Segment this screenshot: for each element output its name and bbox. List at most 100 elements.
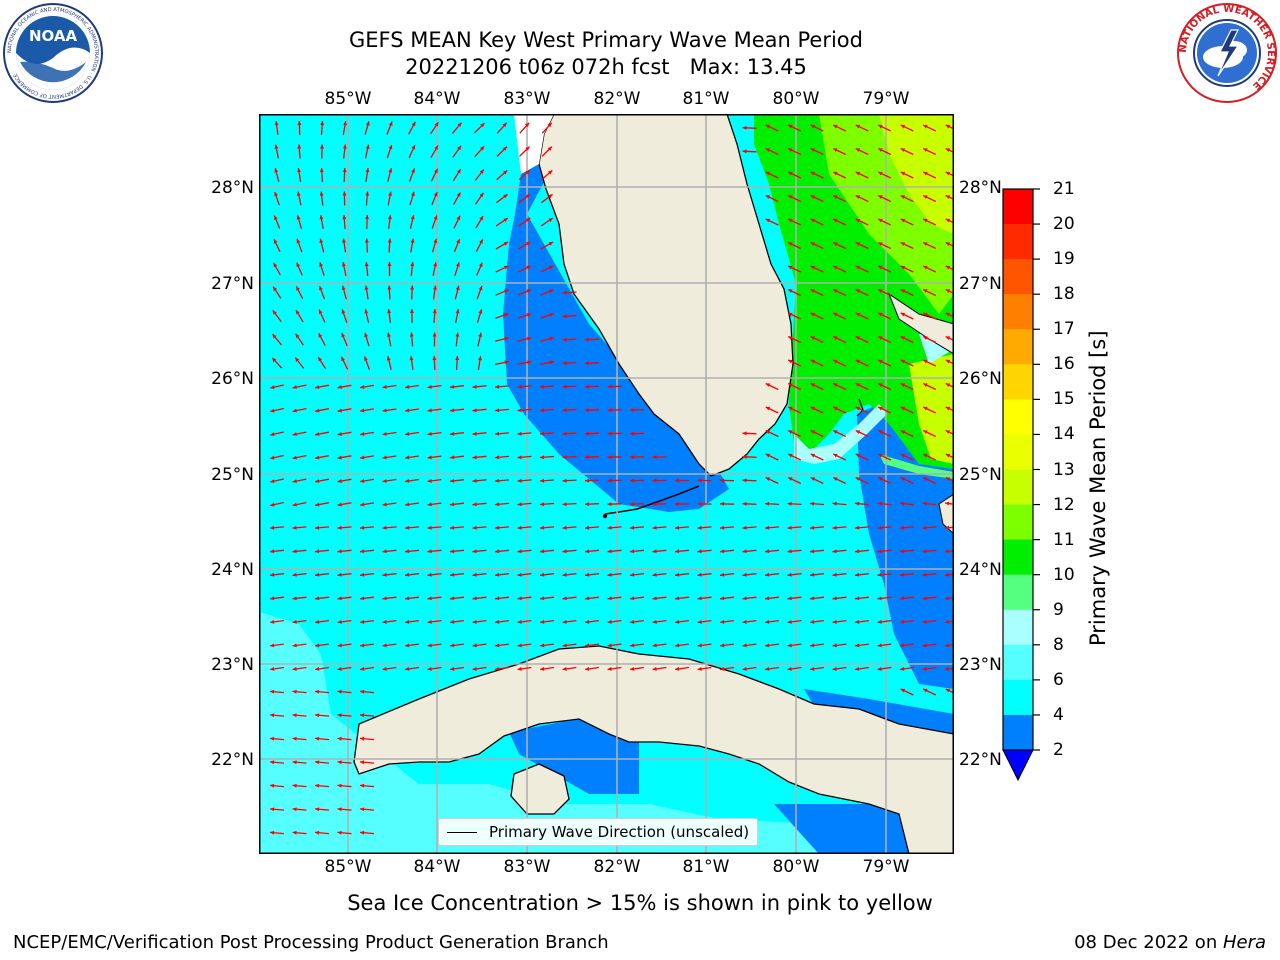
wave-arrow-head (900, 619, 905, 624)
wave-arrow-head (343, 121, 347, 126)
wave-arrow-head (607, 549, 612, 554)
wave-arrow-head (405, 596, 410, 601)
wave-arrow-head (540, 525, 545, 530)
wave-arrow-head (337, 572, 342, 577)
wave-arrow-head (548, 218, 553, 222)
wave-arrow-head (382, 432, 387, 436)
wave-arrow-head (526, 265, 531, 270)
wave-arrow-head (697, 572, 702, 577)
wave-arrow-head (450, 572, 455, 577)
wave-arrow-head (788, 336, 793, 340)
wave-arrow-head (315, 713, 320, 718)
wave-arrow-head (360, 455, 365, 460)
wave-arrow-head (270, 807, 275, 812)
wave-arrow-head (495, 596, 500, 601)
wave-arrow-head (923, 265, 928, 270)
wave-arrow-head (342, 168, 347, 173)
wave-arrow-head (472, 455, 477, 460)
wave-arrow-head (675, 478, 679, 483)
wave-arrow-head (270, 619, 275, 624)
wave-arrow-head (456, 192, 461, 197)
wave-arrow-head (525, 170, 530, 175)
wave-arrow-head (742, 596, 747, 601)
wave-arrow-head (787, 549, 792, 554)
wave-arrow-head (495, 619, 500, 624)
wave-arrow-head (787, 619, 792, 624)
legend-label: Primary Wave Direction (unscaled) (489, 823, 750, 841)
wave-arrow-head (787, 572, 792, 577)
wave-arrow-head (342, 144, 347, 149)
wave-arrow-head (630, 431, 634, 436)
wave-arrow-head (945, 643, 950, 648)
wave-arrow-head (833, 195, 838, 199)
wave-arrow-head (270, 572, 275, 577)
wave-arrow-head (337, 479, 342, 483)
wave-arrow-head (810, 383, 816, 387)
wave-arrow-head (945, 477, 951, 481)
wave-arrow-head (365, 144, 370, 149)
wave-arrow-head (319, 262, 323, 267)
wave-arrow-head (292, 408, 297, 413)
wave-arrow-head (900, 359, 906, 364)
wave-arrow-head (315, 619, 320, 624)
wave-arrow-head (517, 525, 522, 530)
wave-arrow-head (270, 432, 275, 437)
wave-arrow-head (900, 572, 905, 577)
wave-arrow-head (562, 502, 567, 507)
wave-arrow-head (504, 289, 509, 294)
wave-arrow-head (382, 666, 387, 671)
wave-arrow-head (341, 309, 346, 314)
wave-arrow-head (382, 385, 387, 389)
wave-arrow-head (585, 431, 590, 436)
wave-arrow-head (855, 477, 861, 481)
lat-label-right: 25°N (959, 465, 1002, 485)
wave-arrow-head (855, 124, 861, 129)
wave-arrow-head (434, 122, 439, 127)
wave-arrow-head (450, 643, 455, 648)
wave-arrow-head (360, 760, 365, 765)
lon-label-top: 80°W (772, 89, 820, 109)
wave-arrow-head (364, 356, 368, 361)
wave-arrow-head (319, 238, 324, 244)
wave-arrow-head (411, 121, 416, 127)
wave-arrow-head (833, 453, 838, 458)
wave-arrow-head (697, 643, 702, 648)
wave-arrow-head (810, 430, 816, 434)
wave-arrow-head (450, 384, 455, 389)
wave-arrow-head (319, 215, 324, 220)
wave-arrow-head (607, 619, 612, 624)
wave-arrow-head (411, 191, 415, 197)
wave-arrow-head (433, 262, 438, 267)
wave-arrow-head (585, 572, 590, 577)
wave-arrow-head (382, 455, 387, 460)
wave-arrow-head (585, 643, 590, 648)
wave-arrow-head (585, 337, 590, 342)
wave-arrow-head (855, 596, 860, 601)
wave-arrow-head (472, 643, 477, 648)
wave-arrow-head (788, 289, 793, 293)
lon-label-bottom: 82°W (593, 857, 641, 877)
wave-arrow-head (365, 191, 370, 196)
wave-arrow-head (472, 666, 477, 671)
wave-arrow-head (315, 549, 320, 554)
wave-arrow-head (945, 688, 951, 693)
wave-arrow-head (450, 431, 455, 436)
wave-arrow-head (410, 215, 415, 220)
wave-arrow-head (675, 596, 680, 601)
wave-arrow-head (337, 830, 342, 835)
wave-arrow-head (630, 643, 635, 648)
colorbar-tick-label: 18 (1053, 284, 1075, 305)
wave-arrow-head (450, 549, 455, 554)
wave-arrow-head (900, 666, 905, 671)
wave-arrow-head (562, 643, 567, 648)
colorbar-band (1003, 189, 1033, 225)
wave-arrow-head (900, 336, 906, 340)
wave-arrow-head (405, 525, 410, 530)
wave-arrow-head (504, 336, 509, 341)
lat-label-right: 23°N (959, 655, 1002, 675)
wave-arrow-head (315, 643, 320, 648)
wave-arrow-head (432, 356, 437, 361)
wave-arrow-head (810, 218, 816, 223)
wave-arrow-head (450, 666, 455, 671)
wave-arrow-head (855, 289, 861, 293)
